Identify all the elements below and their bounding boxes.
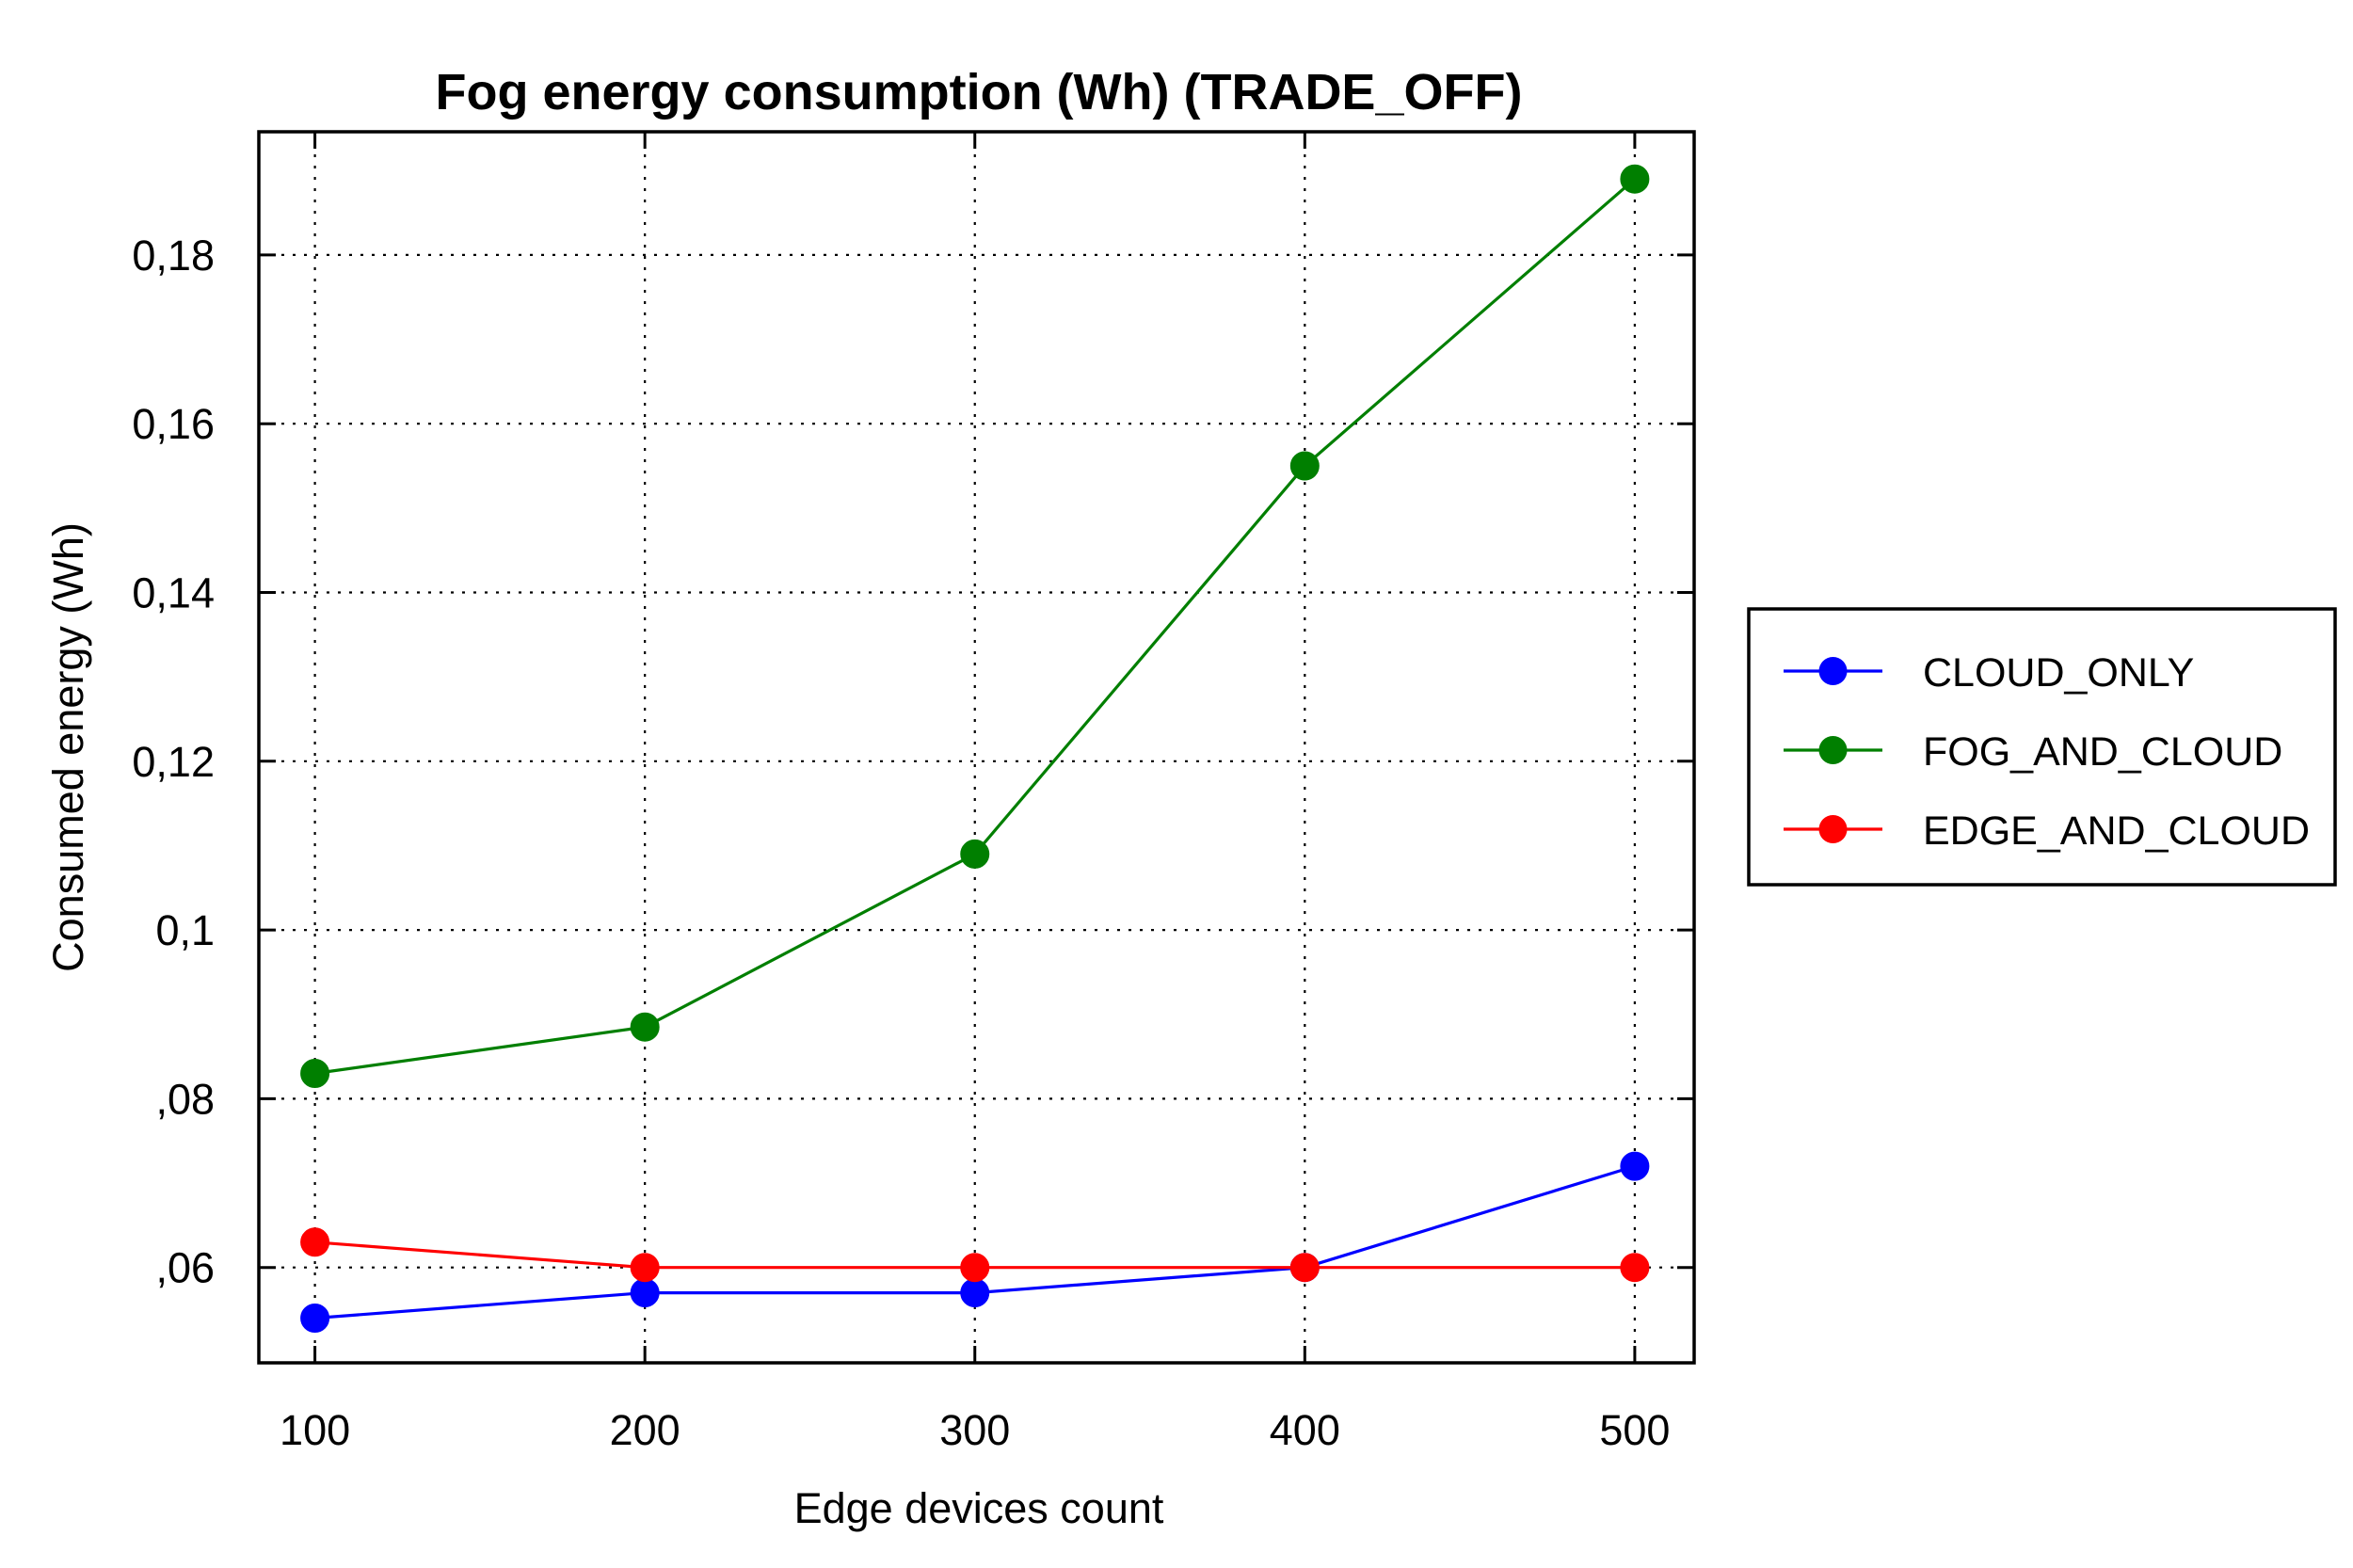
- legend-item-edge-and-cloud: EDGE_AND_CLOUD: [1784, 808, 2310, 854]
- legend-label: FOG_AND_CLOUD: [1923, 729, 2282, 775]
- data-point-cloud-only: [630, 1278, 660, 1308]
- data-point-cloud-only: [1620, 1151, 1650, 1181]
- legend-swatch-marker: [1818, 657, 1848, 685]
- legend-label: EDGE_AND_CLOUD: [1923, 808, 2310, 854]
- grid: [259, 132, 1694, 1363]
- data-point-edge-and-cloud: [300, 1227, 330, 1257]
- chart-title: Fog energy consumption (Wh) (TRADE_OFF): [436, 64, 1523, 120]
- y-tick-label: ,08: [155, 1075, 215, 1123]
- legend-item-cloud-only: CLOUD_ONLY: [1784, 650, 2194, 696]
- legend-box: [1747, 607, 2337, 887]
- y-tick-label: 0,14: [132, 568, 215, 616]
- data-point-fog-and-cloud: [1620, 164, 1650, 194]
- data-point-edge-and-cloud: [630, 1253, 660, 1283]
- x-tick-label: 500: [1599, 1406, 1670, 1454]
- data-point-edge-and-cloud: [1289, 1253, 1320, 1283]
- x-tick-label: 200: [610, 1406, 680, 1454]
- axis-ticks: 100 200 300 400 500 ,06 ,08 0,1 0,12 0,14 0,16 0,18: [132, 132, 1694, 1454]
- legend-label: CLOUD_ONLY: [1923, 650, 2194, 696]
- x-tick-label: 100: [280, 1406, 350, 1454]
- plot-frame: [257, 130, 1696, 1365]
- data-point-cloud-only: [300, 1303, 330, 1333]
- legend-swatch-marker: [1818, 736, 1848, 764]
- y-tick-label: 0,1: [155, 906, 215, 954]
- data-point-edge-and-cloud: [1620, 1253, 1650, 1283]
- x-axis-label: Edge devices count: [794, 1484, 1164, 1532]
- series-group: [300, 164, 1650, 1333]
- series-fog-and-cloud: [300, 164, 1650, 1088]
- series-cloud-only: [300, 1151, 1650, 1333]
- y-tick-label: 0,12: [132, 738, 215, 786]
- y-tick-label: 0,16: [132, 400, 215, 448]
- legend-item-fog-and-cloud: FOG_AND_CLOUD: [1784, 729, 2282, 775]
- data-point-fog-and-cloud: [300, 1058, 330, 1088]
- y-axis-label: Consumed energy (Wh): [44, 522, 92, 972]
- data-point-cloud-only: [960, 1278, 990, 1308]
- series-edge-and-cloud: [300, 1227, 1650, 1283]
- legend: CLOUD_ONLY FOG_AND_CLOUD EDGE_AND_CLOUD: [1747, 607, 2337, 887]
- data-point-fog-and-cloud: [630, 1012, 660, 1042]
- x-tick-label: 400: [1270, 1406, 1340, 1454]
- legend-entries: CLOUD_ONLY FOG_AND_CLOUD EDGE_AND_CLOUD: [1784, 650, 2310, 854]
- x-tick-label: 300: [939, 1406, 1010, 1454]
- data-point-fog-and-cloud: [1289, 451, 1320, 481]
- y-tick-label: ,06: [155, 1244, 215, 1292]
- data-point-fog-and-cloud: [960, 839, 990, 869]
- data-point-edge-and-cloud: [960, 1253, 990, 1283]
- y-tick-label: 0,18: [132, 232, 215, 280]
- legend-swatch-marker: [1818, 815, 1848, 843]
